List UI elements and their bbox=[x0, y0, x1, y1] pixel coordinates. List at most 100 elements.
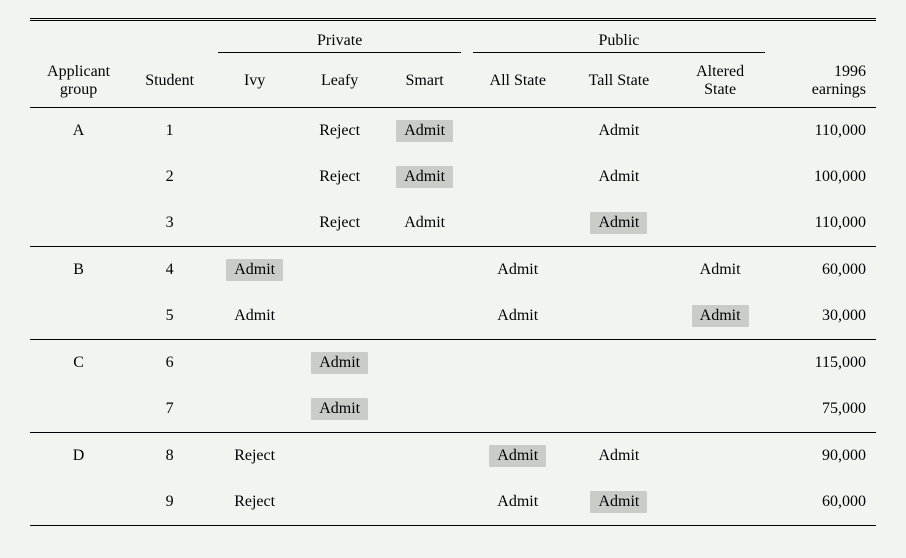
cell-allstate bbox=[467, 200, 568, 247]
cell-earnings: 60,000 bbox=[771, 479, 876, 526]
cell-group bbox=[30, 386, 127, 433]
cell-ivy bbox=[212, 340, 297, 386]
cell-tallstate: Admit bbox=[568, 433, 669, 479]
hdr-leafy: Leafy bbox=[297, 55, 382, 108]
cell-value: Admit bbox=[489, 305, 546, 327]
cell-ivy: Admit bbox=[212, 293, 297, 340]
cell-allstate bbox=[467, 386, 568, 433]
cell-group: B bbox=[30, 247, 127, 293]
cell-altered bbox=[670, 479, 771, 526]
cell-student: 2 bbox=[127, 154, 212, 200]
cell-smart bbox=[382, 247, 467, 293]
cell-altered bbox=[670, 108, 771, 154]
cell-value: Admit bbox=[311, 352, 368, 374]
cell-student: 7 bbox=[127, 386, 212, 433]
hdr-smart: Smart bbox=[382, 55, 467, 108]
cell-earnings: 110,000 bbox=[771, 108, 876, 154]
cell-value: Admit bbox=[226, 259, 283, 281]
cell-altered: Admit bbox=[670, 247, 771, 293]
cell-ivy bbox=[212, 108, 297, 154]
cell-value: Reject bbox=[226, 491, 283, 513]
hdr-allstate: All State bbox=[467, 55, 568, 108]
cell-group bbox=[30, 479, 127, 526]
cell-value: Admit bbox=[590, 120, 647, 142]
cell-leafy bbox=[297, 433, 382, 479]
cell-value: Admit bbox=[226, 305, 283, 327]
cell-student: 4 bbox=[127, 247, 212, 293]
cell-tallstate: Admit bbox=[568, 154, 669, 200]
cell-smart: Admit bbox=[382, 108, 467, 154]
cell-leafy: Admit bbox=[297, 340, 382, 386]
cell-altered bbox=[670, 386, 771, 433]
cell-tallstate: Admit bbox=[568, 200, 669, 247]
cell-leafy bbox=[297, 479, 382, 526]
cell-value: Admit bbox=[590, 166, 647, 188]
cell-value: Admit bbox=[489, 445, 546, 467]
table-row: A1RejectAdmitAdmit110,000 bbox=[30, 108, 876, 154]
cell-altered bbox=[670, 340, 771, 386]
table-row: B4AdmitAdmitAdmit60,000 bbox=[30, 247, 876, 293]
table-row: C6Admit115,000 bbox=[30, 340, 876, 386]
cell-group bbox=[30, 200, 127, 247]
cell-allstate bbox=[467, 108, 568, 154]
hdr-group: Applicantgroup bbox=[30, 55, 127, 108]
cell-value: Reject bbox=[311, 212, 368, 234]
cell-ivy: Admit bbox=[212, 247, 297, 293]
cell-allstate: Admit bbox=[467, 479, 568, 526]
cell-leafy bbox=[297, 247, 382, 293]
spanner-public-label: Public bbox=[598, 32, 639, 49]
college-matrix-table: Private Public Applicantgroup Student Iv… bbox=[30, 18, 876, 526]
cell-leafy: Reject bbox=[297, 200, 382, 247]
hdr-tallstate: Tall State bbox=[568, 55, 669, 108]
cell-value: Admit bbox=[489, 259, 546, 281]
hdr-altered: AlteredState bbox=[670, 55, 771, 108]
cell-value: Admit bbox=[489, 491, 546, 513]
hdr-student: Student bbox=[127, 55, 212, 108]
hdr-ivy: Ivy bbox=[212, 55, 297, 108]
cell-group bbox=[30, 154, 127, 200]
cell-ivy: Reject bbox=[212, 433, 297, 479]
cell-leafy: Reject bbox=[297, 154, 382, 200]
cell-value: Reject bbox=[226, 445, 283, 467]
cell-smart bbox=[382, 386, 467, 433]
spanner-public: Public bbox=[467, 27, 771, 55]
cell-leafy: Admit bbox=[297, 386, 382, 433]
cell-altered bbox=[670, 433, 771, 479]
cell-student: 1 bbox=[127, 108, 212, 154]
cell-tallstate bbox=[568, 247, 669, 293]
cell-value: Admit bbox=[590, 445, 647, 467]
cell-student: 8 bbox=[127, 433, 212, 479]
cell-value: Admit bbox=[311, 398, 368, 420]
table-row: 5AdmitAdmitAdmit30,000 bbox=[30, 293, 876, 340]
cell-tallstate bbox=[568, 386, 669, 433]
cell-ivy bbox=[212, 386, 297, 433]
cell-group: C bbox=[30, 340, 127, 386]
cell-earnings: 30,000 bbox=[771, 293, 876, 340]
cell-earnings: 90,000 bbox=[771, 433, 876, 479]
cell-group bbox=[30, 293, 127, 340]
cell-smart bbox=[382, 479, 467, 526]
cell-value: Reject bbox=[311, 120, 368, 142]
cell-earnings: 115,000 bbox=[771, 340, 876, 386]
cell-altered: Admit bbox=[670, 293, 771, 340]
cell-altered bbox=[670, 154, 771, 200]
cell-allstate: Admit bbox=[467, 293, 568, 340]
cell-tallstate bbox=[568, 340, 669, 386]
cell-smart bbox=[382, 293, 467, 340]
cell-smart: Admit bbox=[382, 200, 467, 247]
cell-student: 3 bbox=[127, 200, 212, 247]
cell-value: Admit bbox=[396, 212, 453, 234]
cell-ivy bbox=[212, 154, 297, 200]
cell-allstate bbox=[467, 340, 568, 386]
table-row: D8RejectAdmitAdmit90,000 bbox=[30, 433, 876, 479]
cell-tallstate: Admit bbox=[568, 479, 669, 526]
cell-value: Admit bbox=[692, 259, 749, 281]
hdr-earnings: 1996earnings bbox=[771, 55, 876, 108]
cell-tallstate bbox=[568, 293, 669, 340]
header-row: Applicantgroup Student Ivy Leafy Smart A… bbox=[30, 55, 876, 108]
spanner-row: Private Public bbox=[30, 27, 876, 55]
cell-smart bbox=[382, 340, 467, 386]
spanner-private: Private bbox=[212, 27, 467, 55]
cell-value: Admit bbox=[396, 120, 453, 142]
spanner-private-label: Private bbox=[317, 32, 362, 49]
